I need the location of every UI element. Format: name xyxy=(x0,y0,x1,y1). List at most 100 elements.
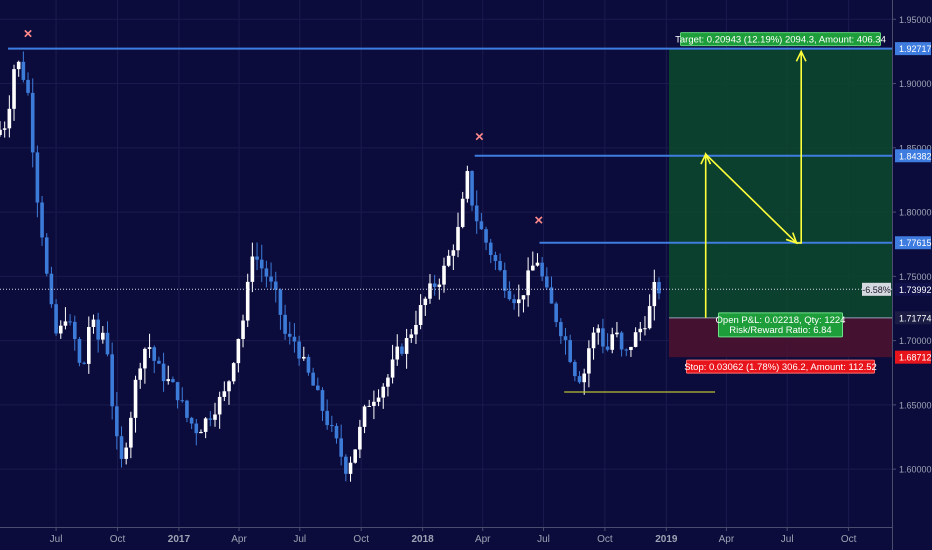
candle-up xyxy=(7,108,12,129)
time-tick-label: 2018 xyxy=(412,534,435,545)
candle-up xyxy=(381,386,386,398)
candle-down xyxy=(554,303,558,323)
time-tick-label: Apr xyxy=(475,534,491,545)
candle-down xyxy=(72,321,77,340)
candle-up xyxy=(138,368,143,380)
candle-down xyxy=(479,221,484,230)
candle-down xyxy=(330,425,334,427)
target-label-text: Target: 0.20943 (12.19%) 2094.3, Amount:… xyxy=(675,35,886,46)
candle-up xyxy=(133,379,138,418)
entry-price-label: 1.71774 xyxy=(899,313,932,323)
candle-down xyxy=(40,202,44,238)
candle-up xyxy=(353,449,357,463)
candle-down xyxy=(208,418,213,420)
candle-up xyxy=(423,298,428,306)
candle-up xyxy=(418,305,423,325)
candle-down xyxy=(512,299,516,304)
candle-up xyxy=(647,306,652,329)
candle-up xyxy=(535,262,540,266)
entry-price-tag xyxy=(895,311,931,325)
price-axis[interactable]: 1.95000 1.90000 1.85000 1.80000 1.75000 1.700… xyxy=(862,0,932,550)
time-axis[interactable]: Jul Oct 2017 Apr Jul Oct 2018 Apr Jul Oct 2019 Apr J… xyxy=(0,527,892,550)
current-price-tag xyxy=(895,282,931,296)
level-price-tag xyxy=(895,149,931,163)
candle-down xyxy=(568,340,572,362)
candle-up xyxy=(652,282,657,307)
candle-down xyxy=(502,270,507,291)
candle-up xyxy=(386,377,390,387)
candle-up xyxy=(395,346,400,360)
candle-down xyxy=(96,319,100,340)
candle-up xyxy=(376,397,381,402)
candle-up xyxy=(124,447,128,459)
candle-up xyxy=(203,418,208,432)
candle-down xyxy=(35,152,40,203)
candle-down xyxy=(316,385,320,391)
candle-down xyxy=(264,268,269,277)
arrowhead-icon xyxy=(785,232,798,245)
candle-up xyxy=(199,431,203,434)
candle-down xyxy=(559,322,563,337)
candle-down xyxy=(601,328,605,347)
candle-down xyxy=(292,336,297,342)
candle-down xyxy=(157,360,161,364)
candle-up xyxy=(231,363,236,382)
stop-price-label: 1.68712 xyxy=(899,353,932,363)
candle-down xyxy=(344,456,348,474)
candle-up xyxy=(610,334,615,350)
candle-up xyxy=(166,379,171,382)
position-zones[interactable] xyxy=(669,48,892,358)
drawing-overlays[interactable]: × × × xyxy=(0,26,892,393)
candle-down xyxy=(545,276,549,288)
candle-series xyxy=(0,51,661,482)
x-marker-icon: × xyxy=(534,212,543,229)
candle-up xyxy=(428,283,432,299)
stop-label-box xyxy=(686,359,875,374)
candle-up xyxy=(414,324,418,335)
candle-up xyxy=(437,284,442,287)
candle-up xyxy=(358,426,362,450)
price-tick-label: 1.75000 xyxy=(899,272,932,282)
candle-down xyxy=(605,346,610,350)
stop-price-tag xyxy=(895,350,931,364)
pnl-label-text: Open P&L: 0.02218, Qty: 1224 xyxy=(716,315,846,326)
price-axis-background xyxy=(892,0,932,550)
candle-up xyxy=(587,348,591,374)
candle-up xyxy=(526,270,530,296)
candle-up xyxy=(456,226,460,251)
time-tick-label: Jul xyxy=(50,534,63,545)
candle-down xyxy=(68,321,72,323)
candle-up xyxy=(241,320,245,339)
candle-up xyxy=(629,346,633,351)
candle-up xyxy=(348,462,353,474)
candle-down xyxy=(54,304,58,334)
candle-up xyxy=(643,328,647,330)
time-tick-label: Oct xyxy=(353,534,369,545)
x-marker-icon: × xyxy=(475,129,484,146)
candle-up xyxy=(460,198,465,227)
candle-down xyxy=(180,400,185,402)
price-tick-label: 1.80000 xyxy=(899,208,932,218)
candle-down xyxy=(573,361,577,377)
candle-down xyxy=(30,92,35,153)
candle-down xyxy=(175,382,180,401)
candle-down xyxy=(119,436,124,459)
pnl-label-box xyxy=(718,312,843,338)
candle-up xyxy=(63,321,68,326)
candle-up xyxy=(250,256,255,282)
candle-up xyxy=(409,334,414,339)
candle-up xyxy=(633,332,638,347)
candle-down xyxy=(297,341,301,359)
candle-down xyxy=(339,438,343,457)
level-price-label: 1.92717 xyxy=(899,44,932,54)
price-change-label: -6.58% xyxy=(862,285,891,295)
candle-down xyxy=(259,259,264,269)
candle-up xyxy=(217,396,222,415)
candle-down xyxy=(26,79,30,93)
candle-up xyxy=(12,69,16,109)
candle-down xyxy=(624,349,629,351)
candle-down xyxy=(44,237,49,274)
target-zone[interactable] xyxy=(669,48,892,318)
candle-down xyxy=(400,346,404,354)
price-tick-label: 1.60000 xyxy=(899,465,932,475)
